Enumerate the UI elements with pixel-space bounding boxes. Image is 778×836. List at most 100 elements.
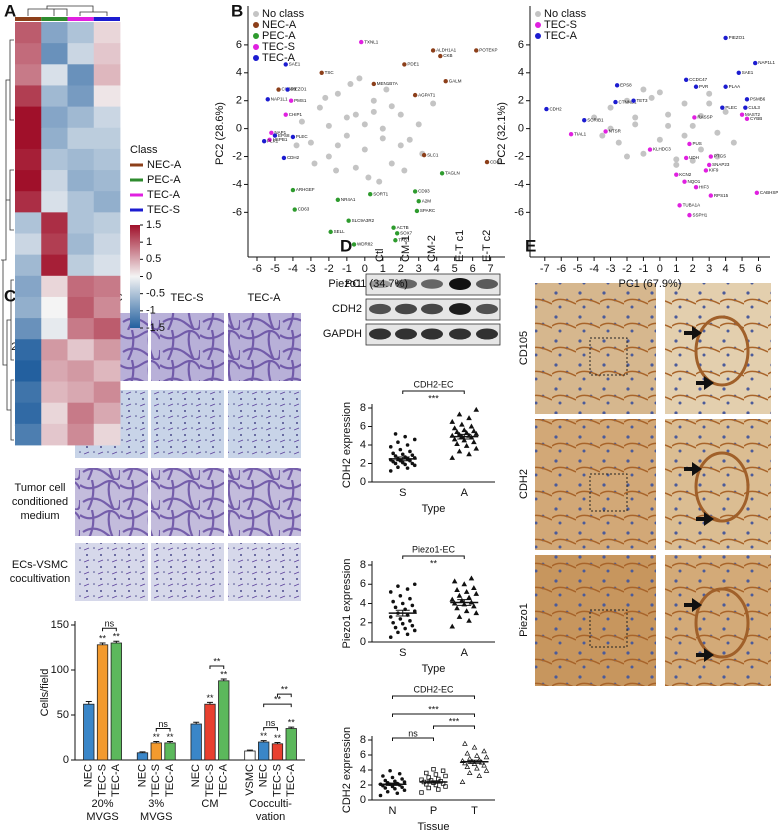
point xyxy=(464,763,471,769)
point xyxy=(402,780,407,784)
legend-marker xyxy=(253,33,259,39)
point xyxy=(426,775,431,780)
point-label: PUS xyxy=(692,141,701,146)
heatmap-cell xyxy=(15,318,42,340)
y-tick-label: 6 xyxy=(360,420,366,432)
point-label: UDH xyxy=(689,155,699,160)
point-label: SNAP23 xyxy=(712,162,730,167)
point xyxy=(714,153,721,160)
legend-label: TEC-S xyxy=(147,204,180,216)
y-tick-label: 0 xyxy=(360,794,366,806)
error-bar xyxy=(153,741,160,743)
group-label: CM xyxy=(201,798,218,810)
heatmap-cell xyxy=(41,170,68,192)
point xyxy=(261,138,267,144)
arrow xyxy=(696,376,714,390)
heatmap-cell xyxy=(93,127,121,150)
x-tick-label: 5 xyxy=(739,263,745,275)
bracket-label: *** xyxy=(428,704,439,714)
bar xyxy=(204,703,216,761)
point xyxy=(388,590,393,594)
y-axis-label: CDH2 expression xyxy=(341,727,353,813)
point xyxy=(687,212,692,218)
heatmap-cell xyxy=(15,170,42,192)
point xyxy=(736,70,741,75)
zoom-box xyxy=(589,337,628,376)
x-tick-label: -6 xyxy=(252,263,262,275)
point xyxy=(383,786,388,790)
point-label: WDR82 xyxy=(357,242,373,247)
point xyxy=(677,203,682,208)
heatmap-cell xyxy=(67,381,95,404)
point-label: PLEC xyxy=(296,134,309,139)
error-bar xyxy=(193,721,200,724)
group-label: 3% xyxy=(148,798,164,810)
colorbar-label: 1.5 xyxy=(146,219,161,231)
y-tick-label: -2 xyxy=(514,150,524,162)
point xyxy=(456,592,463,598)
panel-label: E xyxy=(525,236,536,255)
colorbar-label: 0.5 xyxy=(146,253,161,265)
x-tick-label: T xyxy=(471,805,478,817)
point-label: TSC xyxy=(325,70,335,75)
heatmap-cell xyxy=(67,127,95,150)
point xyxy=(403,434,407,439)
point xyxy=(473,406,480,412)
heatmap-cell xyxy=(67,296,95,319)
band xyxy=(421,279,443,289)
point xyxy=(334,90,341,97)
point xyxy=(456,411,463,417)
legend-label: TEC-A xyxy=(147,189,181,201)
point-label: NAP1L1 xyxy=(758,60,775,65)
point-label: SCRIB1 xyxy=(587,117,604,122)
point xyxy=(473,590,480,596)
chart-title: Piezo1-EC xyxy=(412,544,456,554)
significance: ** xyxy=(260,731,268,741)
point xyxy=(396,630,400,635)
point xyxy=(391,225,396,230)
y-tick-label: 6 xyxy=(518,39,524,51)
point xyxy=(408,619,412,623)
x-tick-label: 3 xyxy=(706,263,712,275)
point xyxy=(400,621,405,626)
point-label: A2M xyxy=(422,198,432,203)
x-tick-label: -7 xyxy=(540,263,550,275)
band xyxy=(395,303,417,315)
heatmap-cell xyxy=(15,296,42,319)
point xyxy=(412,582,417,587)
point-label: CD63 xyxy=(298,207,310,212)
x-tick-label: -2 xyxy=(622,263,632,275)
zoom-box xyxy=(589,473,628,512)
point xyxy=(440,768,446,773)
point xyxy=(692,115,697,120)
colorbar-label: -0.5 xyxy=(146,288,165,300)
row-label: conditioned xyxy=(12,496,68,508)
error-bar xyxy=(274,741,281,744)
point xyxy=(368,192,373,197)
y-tick-label: -4 xyxy=(514,178,524,190)
point xyxy=(739,112,745,117)
heatmap-cell xyxy=(15,43,42,65)
heatmap-cell xyxy=(93,275,121,298)
point-label: CHIP1 xyxy=(289,112,303,117)
point xyxy=(607,104,614,111)
point xyxy=(632,114,639,121)
point-label: SLC1 xyxy=(427,152,439,157)
point-label: NQO1 xyxy=(688,179,701,184)
heatmap-cell xyxy=(93,148,121,171)
point xyxy=(607,125,614,132)
error-bar xyxy=(426,780,441,784)
point xyxy=(405,632,410,637)
significance: ** xyxy=(430,558,438,568)
point xyxy=(471,439,477,445)
point xyxy=(376,178,383,185)
point xyxy=(285,87,290,92)
significance: ** xyxy=(167,732,175,742)
point xyxy=(623,97,630,104)
y-tick-label: 150 xyxy=(51,619,69,631)
y-tick-label: -2 xyxy=(232,150,242,162)
point xyxy=(681,100,688,107)
y-tick-label: -6 xyxy=(232,206,242,218)
heatmap-cell xyxy=(15,360,42,382)
point-label: PMS1 xyxy=(294,98,307,103)
